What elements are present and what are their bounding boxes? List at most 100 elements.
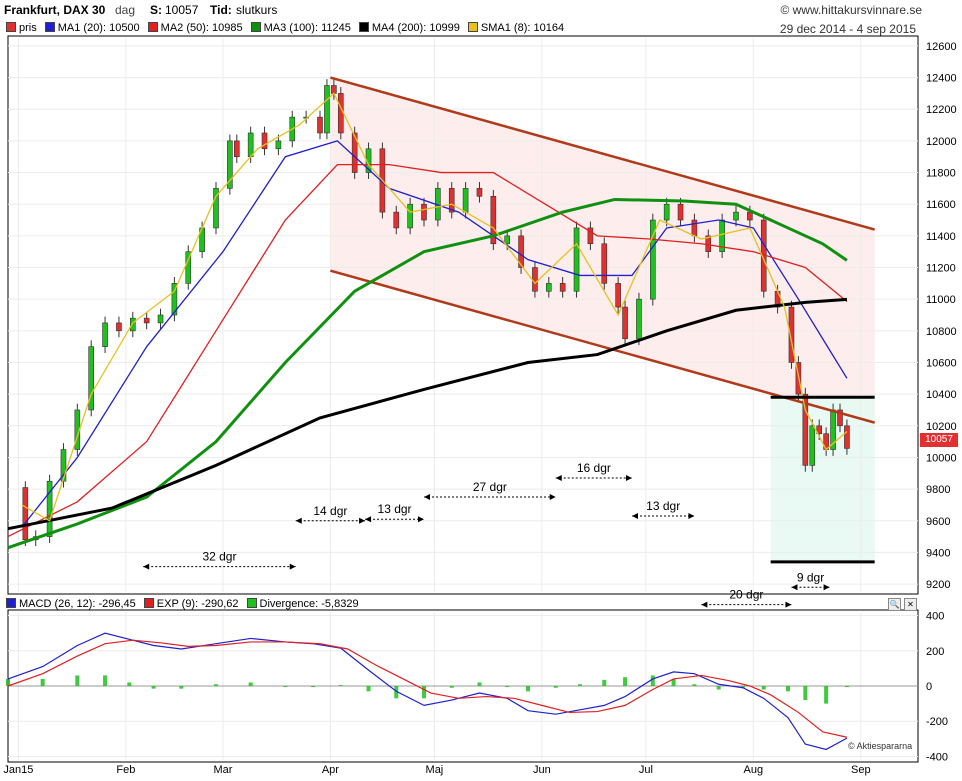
x-tick-label: Jan15 <box>3 764 33 776</box>
x-tick-label: Jul <box>639 764 653 776</box>
candle-body <box>88 346 94 411</box>
divergence-bar <box>623 677 628 686</box>
divergence-bar <box>553 686 558 688</box>
candle-body <box>518 235 524 268</box>
candle-body <box>247 132 254 158</box>
candle-body <box>691 219 698 237</box>
arrow-head <box>791 584 798 591</box>
arrow-head <box>701 601 708 608</box>
candle-body <box>116 322 122 332</box>
legend-label: MACD (26, 12): -296,45 <box>19 598 136 610</box>
candle-body <box>663 203 670 221</box>
arrow-head <box>549 494 556 501</box>
x-tick-label: Apr <box>322 764 339 776</box>
x-tick-label: Jun <box>533 764 551 776</box>
candle-body <box>622 306 628 340</box>
legend-label: MA2 (50): 10985 <box>160 22 243 34</box>
y-tick-label: 11400 <box>926 231 956 243</box>
title-bar: Frankfurt, DAX 30 dag S: 10057 Tid: slut… <box>0 0 962 20</box>
divergence-bar <box>6 678 10 686</box>
duration-label: 27 dgr <box>473 480 507 494</box>
time-value: slutkurs <box>236 3 278 17</box>
legend-label: MA1 (20): 10500 <box>57 22 140 34</box>
candle-body <box>615 283 621 308</box>
legend-swatch <box>246 598 257 608</box>
legend-label: pris <box>19 22 37 34</box>
price-legend-item: MA3 (100): 11245 <box>250 22 351 34</box>
duration-label: 20 dgr <box>729 588 763 602</box>
arrow-head <box>823 584 830 591</box>
arrow-head <box>785 601 792 608</box>
arrow-head <box>365 516 372 523</box>
candle-body <box>407 203 413 229</box>
divergence-bar <box>803 686 808 701</box>
candle-body <box>351 132 358 173</box>
duration-label: 9 dgr <box>797 570 824 584</box>
candle-body <box>559 283 566 292</box>
instrument-title: Frankfurt, DAX 30 <box>4 3 106 17</box>
macd-legend-item: Divergence: -5,8329 <box>246 598 359 610</box>
macd-y-tick-label: 0 <box>926 681 932 693</box>
candle-body <box>227 140 233 189</box>
candle-body <box>213 188 219 229</box>
macd-legend: MACD (26, 12): -296,45 EXP (9): -290,62 Di… <box>6 598 367 612</box>
duration-label: 16 dgr <box>577 461 611 475</box>
divergence-bar <box>422 686 426 699</box>
y-tick-label: 11600 <box>926 199 956 211</box>
last-value: 10057 <box>165 3 199 17</box>
legend-swatch <box>44 22 55 32</box>
last-label: S: <box>150 3 162 17</box>
y-tick-label: 10800 <box>926 326 957 338</box>
y-tick-label: 10000 <box>926 452 957 464</box>
legend-label: SMA1 (8): 10164 <box>480 22 565 34</box>
divergence-bar <box>650 675 655 686</box>
x-tick-label: Mar <box>213 764 232 776</box>
y-tick-label: 11800 <box>926 168 956 180</box>
candle-body <box>733 211 739 221</box>
divergence-bar <box>505 686 510 687</box>
watermark: © Aktiespararna <box>848 741 913 751</box>
y-tick-label: 12000 <box>926 136 957 148</box>
site-credit[interactable]: © www.hittakursvinnare.se <box>780 3 922 17</box>
legend-swatch <box>147 22 158 32</box>
candle-body <box>234 140 240 158</box>
y-tick-label: 10200 <box>926 421 957 433</box>
legend-label: Divergence: -5,8329 <box>259 598 359 610</box>
arrow-head <box>418 516 424 523</box>
candle-body <box>816 425 823 435</box>
price-legend-item: MA4 (200): 10999 <box>358 22 460 34</box>
price-legend: pris MA1 (20): 10500 MA2 (50): 10985 MA3 (1… <box>6 22 572 36</box>
period-label: dag <box>115 3 136 17</box>
divergence-bar <box>844 686 849 688</box>
candle-body <box>261 132 268 150</box>
candle-body <box>46 480 53 537</box>
duration-label: 14 dgr <box>313 504 347 518</box>
zoom-icon[interactable]: 🔍 <box>888 598 901 611</box>
divergence-bar <box>526 686 530 692</box>
divergence-bar <box>671 678 676 686</box>
arrow-head <box>632 513 638 520</box>
time-label: Tid: <box>210 3 232 17</box>
divergence-bar <box>394 686 399 699</box>
candle-body <box>844 425 850 449</box>
macd-y-tick-label: 200 <box>926 646 944 658</box>
divergence-bar <box>449 686 454 688</box>
macd-legend-item: MACD (26, 12): -296,45 <box>6 598 136 610</box>
divergence-bar <box>338 685 343 686</box>
y-tick-label: 12200 <box>926 104 957 116</box>
candle-body <box>393 211 400 229</box>
divergence-bar <box>40 678 45 686</box>
candle-body <box>102 322 108 347</box>
divergence-bar <box>477 682 482 686</box>
duration-label: 32 dgr <box>202 550 236 564</box>
divergence-bar <box>103 675 108 686</box>
x-tick-label: Sep <box>851 764 871 776</box>
close-icon[interactable]: ✕ <box>904 598 917 611</box>
candle-body <box>677 203 684 221</box>
legend-swatch <box>143 598 154 608</box>
macd-line <box>7 632 848 751</box>
divergence-bar <box>248 682 253 686</box>
candle-body <box>60 449 67 482</box>
price-legend-item: pris <box>6 22 37 34</box>
